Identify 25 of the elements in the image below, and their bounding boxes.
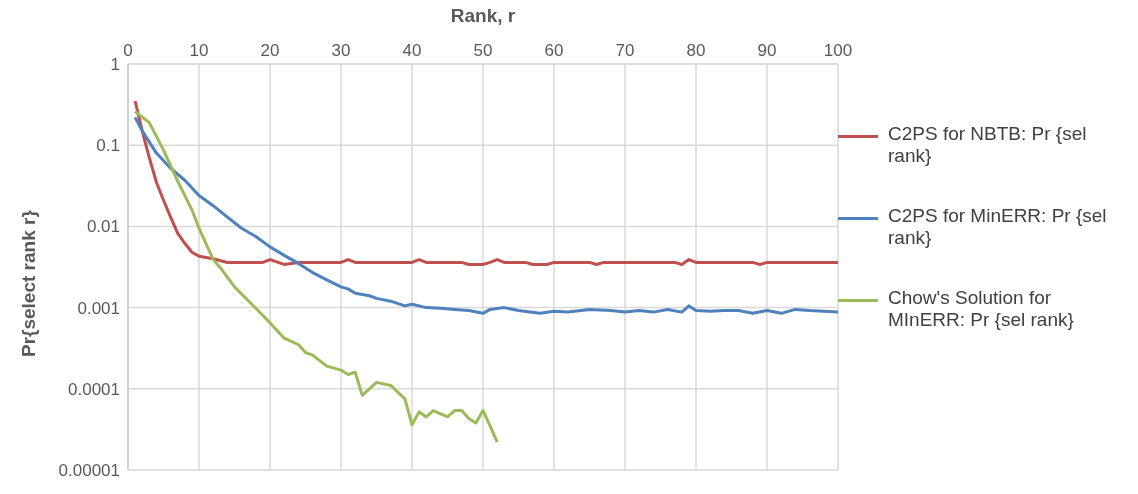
y-tick-label: 1 <box>110 55 120 75</box>
x-tick-label: 60 <box>544 41 564 60</box>
y-tick-label: 0.1 <box>96 136 120 156</box>
legend-label: Chow's Solution for MInERR: Pr {sel rank} <box>888 287 1075 331</box>
legend-label: C2PS for MinERR: Pr {sel rank} <box>888 205 1108 249</box>
x-tick-label: 50 <box>473 41 493 60</box>
y-tick-label: 0.0001 <box>68 379 120 399</box>
x-tick-label: 100 <box>823 41 853 60</box>
x-tick-label: 80 <box>686 41 706 60</box>
legend-label: C2PS for NBTB: Pr {sel rank} <box>888 123 1088 167</box>
x-tick-label: 20 <box>260 41 280 60</box>
line-series <box>133 110 499 444</box>
y-tick-label: 0.001 <box>77 298 120 318</box>
x-tick-label: 10 <box>189 41 209 60</box>
x-tick-label: 0 <box>123 41 133 60</box>
line-series <box>133 99 838 266</box>
x-tick-label: 90 <box>757 41 777 60</box>
x-tick-label: 40 <box>402 41 422 60</box>
line-series <box>133 115 838 315</box>
y-axis-title: Pr{select rank r} <box>17 209 39 357</box>
y-tick-label: 0.00001 <box>58 461 120 481</box>
x-tick-label: 30 <box>331 41 351 60</box>
y-tick-label: 0.01 <box>86 217 120 237</box>
x-tick-label: 70 <box>615 41 635 60</box>
x-axis-title: Rank, r <box>450 4 516 26</box>
